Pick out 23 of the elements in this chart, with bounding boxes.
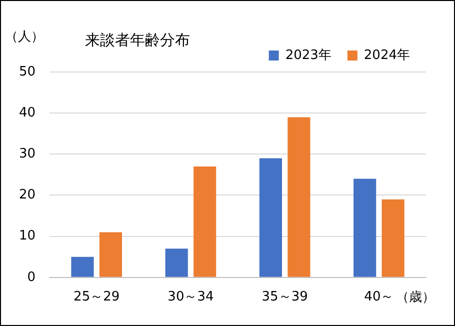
bar [382, 199, 404, 277]
bar [288, 117, 310, 277]
bar [194, 166, 216, 277]
y-tick-label: 10 [18, 228, 36, 244]
y-tick-label: 50 [18, 64, 36, 80]
x-tick-label: 35～39 [262, 290, 308, 305]
bar [259, 158, 282, 277]
y-tick-label: 40 [18, 105, 36, 120]
bar [71, 256, 94, 277]
bar [165, 248, 188, 277]
y-tick-label: 30 [18, 146, 36, 162]
x-tick-label: 30～34 [168, 290, 214, 305]
y-tick-label: 0 [27, 270, 36, 285]
bar [99, 232, 122, 277]
chart-title: 来談者年齢分布 [85, 30, 190, 49]
legend-label: 2023年 [285, 48, 332, 63]
y-axis-title: （人） [5, 29, 44, 44]
bar [354, 178, 376, 277]
x-axis-title: （歳） [396, 290, 435, 305]
y-tick-label: 20 [18, 188, 36, 203]
x-tick-label: 25～29 [74, 290, 120, 305]
x-tick-label: 40～ [364, 290, 394, 305]
legend-label: 2024年 [364, 48, 410, 63]
